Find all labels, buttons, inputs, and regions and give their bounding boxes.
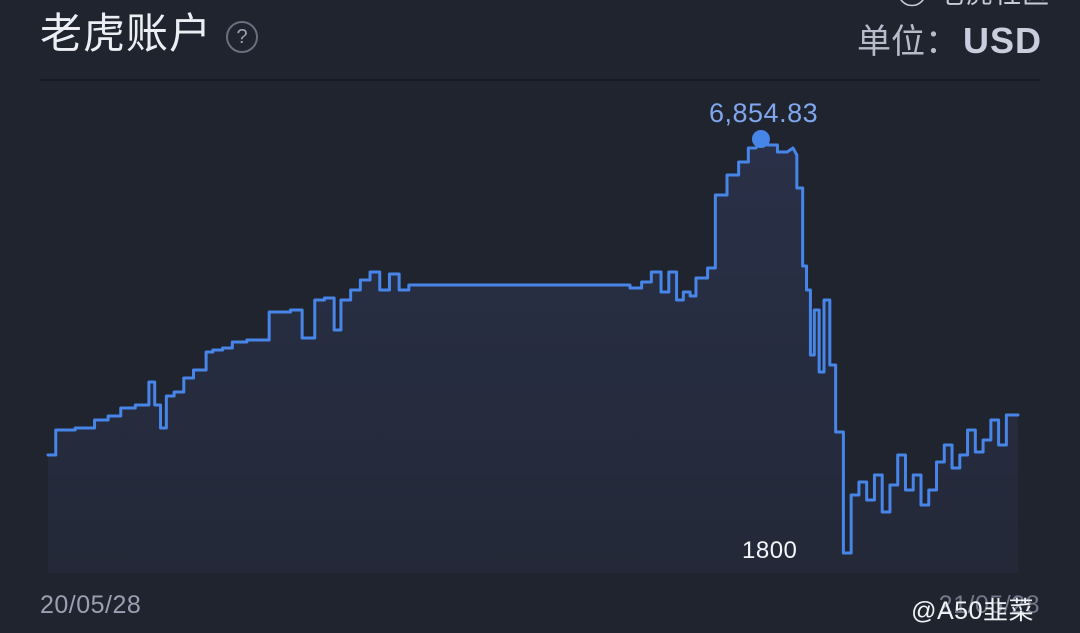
- header-divider: [40, 79, 1040, 81]
- watermark-label: 老虎社区: [938, 0, 1050, 11]
- axis-label-start-date: 20/05/28: [40, 591, 142, 619]
- chart-area-fill: [48, 140, 1018, 573]
- tiger-paw-circle-icon: [900, 0, 924, 6]
- unit-label: 单位：: [856, 23, 959, 61]
- unit-group: 单位： USD: [857, 14, 1042, 63]
- page-title: 老虎账户: [40, 10, 213, 57]
- watermark-user-handle: @A50韭菜: [911, 597, 1034, 625]
- chart-line: [46, 138, 1020, 555]
- question-mark-circle-icon[interactable]: ?: [226, 21, 259, 53]
- equity-chart[interactable]: 6,854.83 1800: [0, 80, 1080, 573]
- watermark-brand: 老虎社区: [897, 0, 1050, 11]
- axis-label-end-date: 21/05/28: [938, 591, 1040, 619]
- help-glyph: ?: [236, 25, 248, 48]
- chart-canvas: [46, 130, 1020, 573]
- footer-bar: 20/05/28 21/05/28: [0, 573, 1080, 633]
- trough-value-label: 1800: [742, 537, 798, 564]
- title-group: 老虎账户 ?: [40, 8, 259, 60]
- peak-value-label: 6,854.83: [709, 98, 819, 128]
- header-bar: 老虎账户 ? 单位： USD: [0, 0, 1080, 81]
- peak-marker-dot[interactable]: [751, 130, 770, 148]
- unit-value: USD: [962, 20, 1042, 61]
